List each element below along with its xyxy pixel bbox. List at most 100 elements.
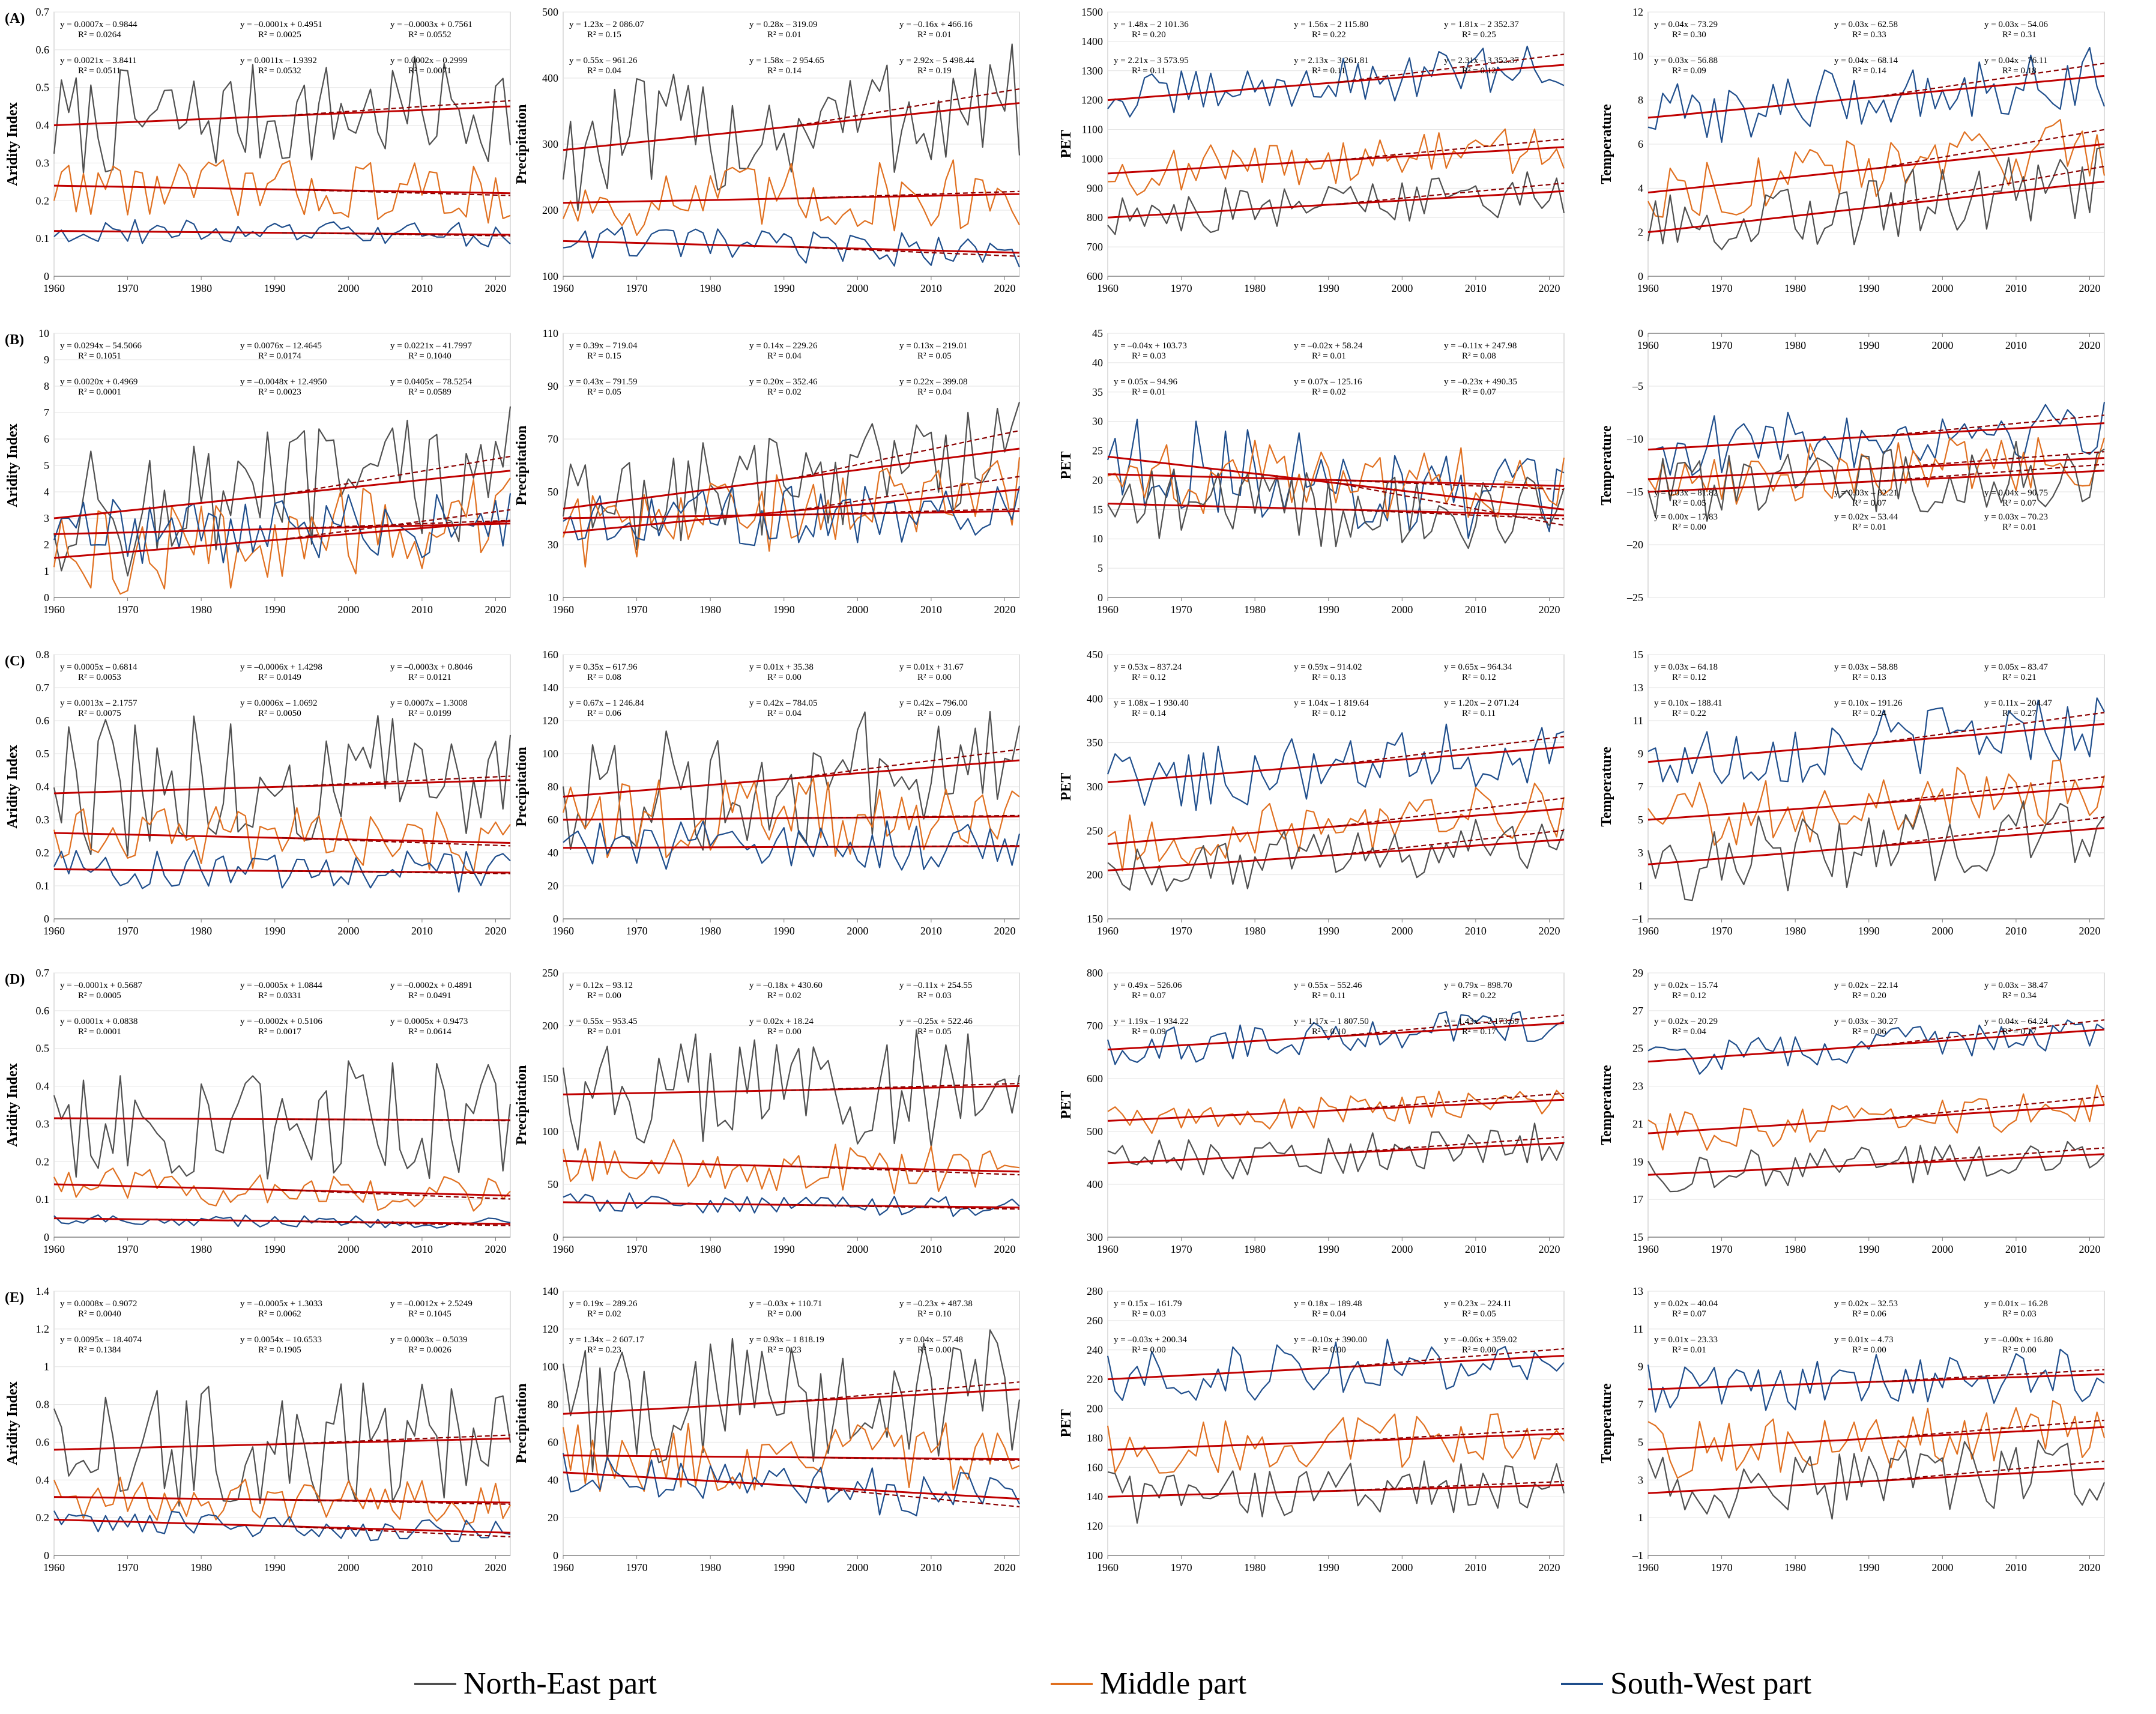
x-tick-label: 2020 <box>2079 1561 2100 1573</box>
equation-text: y = 0.43x – 791.59 <box>569 377 637 387</box>
trend-line-dashed <box>1335 797 1565 828</box>
y-tick-label: 1.2 <box>36 1323 50 1335</box>
r2-text: R² = 0.18 <box>2002 66 2037 76</box>
r2-text: R² = 0.02 <box>587 1309 621 1319</box>
y-tick-label: 120 <box>542 715 558 727</box>
equation-text: y = 0.42x – 796.00 <box>899 698 967 708</box>
chart-panel-14: 0 50 100 150 200 250 1960 1970 1980 1990 2000 2010 2… <box>514 967 1021 1255</box>
r2-text: R² = 0.11 <box>1312 991 1345 1001</box>
x-tick-label: 1980 <box>1784 925 1806 937</box>
r2-text: R² = 0.09 <box>1672 66 1706 76</box>
y-tick-label: 200 <box>542 1020 558 1032</box>
y-tick-label: 260 <box>1087 1315 1103 1327</box>
y-tick-label: 25 <box>1092 445 1103 457</box>
x-tick-label: 1960 <box>43 282 65 294</box>
trend-line-dashed <box>282 232 511 237</box>
x-tick-label: 1980 <box>1244 1561 1266 1573</box>
equation-text: y = –0.0005x + 1.3033 <box>240 1299 322 1309</box>
r2-text: R² = 0.15 <box>587 351 621 361</box>
trend-line-dashed <box>791 429 1020 480</box>
x-tick-label: 1960 <box>1097 604 1119 616</box>
plot-frame <box>563 333 1020 598</box>
x-tick-label: 1960 <box>552 1561 574 1573</box>
y-tick-label: 800 <box>1087 967 1103 979</box>
trend-line-dashed <box>1335 736 1565 766</box>
x-tick-label: 2010 <box>1465 1243 1487 1255</box>
equation-text: y = 0.02x – 32.53 <box>1834 1299 1898 1309</box>
equation-text: y = 0.0013x – 2.1757 <box>60 698 137 708</box>
y-tick-label: 15 <box>1632 1231 1643 1243</box>
r2-text: R² = 0.07 <box>1462 387 1496 397</box>
series-line-middle-part <box>53 806 511 874</box>
trend-line-dashed <box>282 189 511 196</box>
x-tick-label: 2020 <box>2079 282 2100 294</box>
x-tick-label: 1970 <box>117 1243 139 1255</box>
legend-swatch-south-west <box>1561 1682 1603 1685</box>
y-tick-label: 10 <box>1092 533 1103 545</box>
r2-text: R² = 0.04 <box>1312 1309 1346 1319</box>
y-axis-label: Aridity Index <box>5 423 20 507</box>
legend: North-East part Middle part South-West p… <box>0 1658 2156 1712</box>
r2-text: R² = 0.23 <box>587 1345 621 1355</box>
equation-text: y = 0.10x – 188.41 <box>1654 698 1722 708</box>
equation-text: y = –0.18x + 430.60 <box>749 981 823 990</box>
r2-text: R² = 0.01 <box>767 30 802 40</box>
y-tick-label: 3 <box>1638 1474 1643 1486</box>
equation-text: y = 0.01x – 23.33 <box>1654 1335 1718 1345</box>
y-axis-label: Temperature <box>1599 425 1614 506</box>
r2-text: R² = 0.00 <box>2002 1345 2037 1355</box>
x-tick-label: 2000 <box>337 925 359 937</box>
trend-line <box>1107 838 1565 871</box>
r2-text: R² = 0.03 <box>2002 1309 2037 1319</box>
r2-text: R² = 0.00 <box>1852 1345 1886 1355</box>
y-axis-label: Aridity Index <box>5 102 20 186</box>
chart-panel-3: 600 700 800 900 1000 1100 1200 1300 1400 1500 1960… <box>1058 6 1565 294</box>
r2-text: R² = 0.08 <box>587 673 621 682</box>
r2-text: R² = 0.34 <box>2002 991 2037 1001</box>
x-tick-label: 2020 <box>994 1243 1015 1255</box>
chart-panel-10: 0 20 40 60 80 100 120 140 160 1960 1970 1980 1990 200… <box>514 649 1021 937</box>
x-tick-label: 1970 <box>1711 1561 1733 1573</box>
x-tick-label: 1970 <box>1171 604 1192 616</box>
y-tick-label: 45 <box>1092 327 1103 339</box>
x-tick-label: 2000 <box>1391 1243 1413 1255</box>
equation-text: y = 0.35x – 617.96 <box>569 662 638 672</box>
series-line-south-west-part <box>1107 46 1565 118</box>
y-tick-label: 0.6 <box>36 715 50 727</box>
equation-text: y = 0.23x – 224.11 <box>1444 1299 1512 1309</box>
x-tick-label: 2010 <box>2005 925 2027 937</box>
equation-text: y = 1.43x – 2 173.69 <box>1444 1017 1519 1026</box>
y-tick-label: 120 <box>1087 1520 1103 1532</box>
chart-panel-5: 0 1 2 3 4 5 6 7 8 9 10 1960 1970 1980 1990 2000 2010 2020… <box>5 327 512 616</box>
equation-text: y = 0.04x – 68.14 <box>1834 56 1898 65</box>
series-line-south-west-part <box>53 493 512 565</box>
trend-line-dashed <box>282 1189 511 1200</box>
x-tick-label: 2020 <box>1538 1243 1560 1255</box>
y-tick-label: 0 <box>44 913 49 925</box>
r2-text: R² = 0.0174 <box>258 351 301 361</box>
y-tick-label: 30 <box>1092 416 1103 428</box>
equation-text: y = 0.03x – 70.23 <box>1984 512 2048 522</box>
x-tick-label: 2000 <box>847 1243 868 1255</box>
trend-line-dashed <box>1876 816 2105 847</box>
y-tick-label: 600 <box>1087 1073 1103 1085</box>
x-tick-label: 2010 <box>920 1243 942 1255</box>
x-tick-label: 2000 <box>337 604 359 616</box>
y-tick-label: 1400 <box>1081 35 1103 47</box>
equation-text: y = –0.0001x + 0.5687 <box>60 981 142 990</box>
r2-text: R² = 0.11 <box>1462 709 1496 718</box>
y-axis-label: Temperature <box>1599 104 1614 184</box>
r2-text: R² = 0.0331 <box>258 991 301 1001</box>
x-tick-label: 1960 <box>552 925 574 937</box>
y-tick-label: 15 <box>1092 503 1103 515</box>
x-tick-label: 1990 <box>773 604 795 616</box>
y-tick-label: 20 <box>1092 474 1103 486</box>
x-tick-label: 2020 <box>1538 604 1560 616</box>
x-tick-label: 1990 <box>264 925 286 937</box>
series-line-south-west-part <box>1107 1011 1565 1065</box>
r2-text: R² = 0.0050 <box>258 709 301 718</box>
r2-text: R² = 0.0017 <box>258 1027 301 1037</box>
equation-text: y = 1.58x – 2 954.65 <box>749 56 824 65</box>
y-axis-label: Temperature <box>1599 1383 1614 1464</box>
y-tick-label: 60 <box>548 1436 558 1448</box>
